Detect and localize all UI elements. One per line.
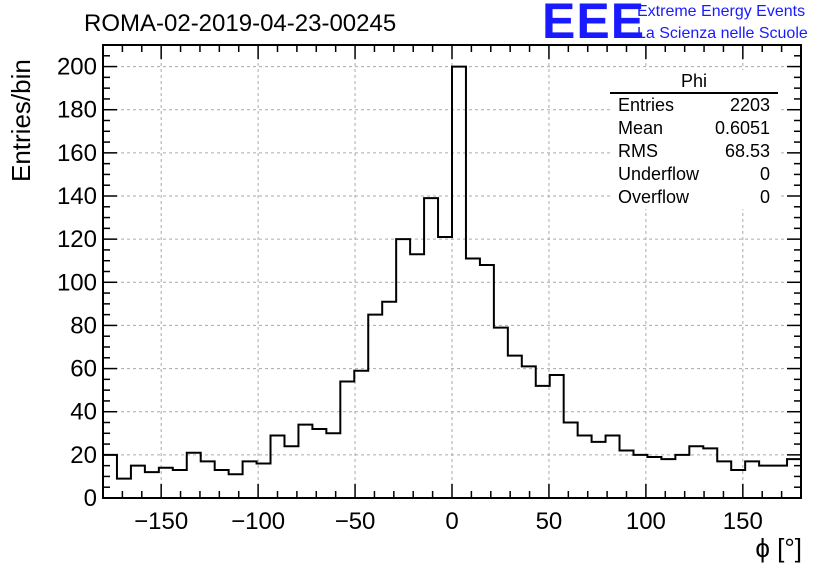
stats-row-mean: Mean 0.6051 — [610, 117, 778, 140]
y-tick-label: 200 — [57, 54, 97, 81]
y-tick-label: 60 — [70, 356, 97, 383]
y-tick-label: 120 — [57, 226, 97, 253]
x-tick-label: −50 — [335, 508, 376, 535]
x-tick-label: −100 — [231, 508, 285, 535]
y-tick-label: 140 — [57, 183, 97, 210]
x-tick-labels: −150 −100 −50 0 50 100 150 — [134, 508, 763, 535]
stats-title: Phi — [610, 70, 778, 94]
stats-value: 0 — [759, 187, 770, 207]
axis-ticks — [103, 45, 801, 498]
stats-row-overflow: Overflow 0 — [610, 186, 778, 209]
histogram-line — [103, 65, 801, 480]
x-tick-label: 100 — [626, 508, 666, 535]
stats-label: Mean — [618, 118, 664, 138]
logo-line-2: La Scienza nelle Scuole — [637, 25, 808, 42]
x-tick-label: −150 — [134, 508, 188, 535]
stats-row-underflow: Underflow 0 — [610, 163, 778, 186]
y-tick-label: 40 — [70, 399, 97, 426]
y-tick-label: 180 — [57, 97, 97, 124]
logo-line-1: Extreme Energy Events — [637, 3, 806, 20]
stats-value: 0.6051 — [714, 118, 770, 138]
y-axis-label: Entries/bin — [6, 59, 36, 182]
x-tick-label: 150 — [723, 508, 763, 535]
stats-value: 0 — [759, 164, 770, 184]
x-axis-label: ϕ [°] — [755, 533, 802, 563]
stats-row-entries: Entries 2203 — [610, 94, 778, 117]
y-tick-label: 100 — [57, 269, 97, 296]
stats-value: 68.53 — [724, 141, 770, 161]
stats-label: Overflow — [618, 187, 690, 207]
stats-box: Phi Entries 2203 Mean 0.6051 RMS 68.53 U… — [610, 70, 778, 209]
stats-row-rms: RMS 68.53 — [610, 140, 778, 163]
y-tick-label: 20 — [70, 442, 97, 469]
chart-title: ROMA-02-2019-04-23-00245 — [84, 10, 397, 37]
stats-label: Underflow — [618, 164, 700, 184]
y-tick-label: 80 — [70, 312, 97, 339]
x-tick-label: 0 — [445, 508, 458, 535]
stats-value: 2203 — [729, 95, 770, 115]
stats-label: RMS — [618, 141, 658, 161]
y-tick-labels: 0 20 40 60 80 100 120 140 160 180 200 — [57, 54, 97, 512]
stats-label: Entries — [618, 95, 675, 115]
y-tick-label: 160 — [57, 140, 97, 167]
eee-logo: EEE — [542, 0, 646, 49]
y-tick-label: 0 — [84, 485, 97, 512]
x-tick-label: 50 — [536, 508, 563, 535]
